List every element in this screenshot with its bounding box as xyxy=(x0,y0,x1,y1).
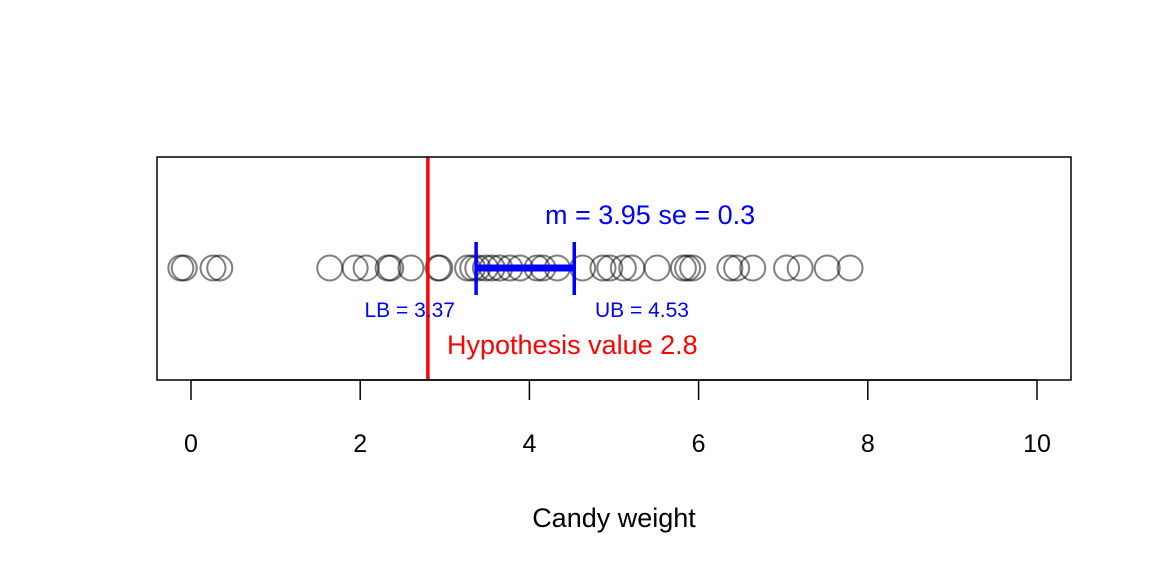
data-point xyxy=(716,254,744,282)
data-point xyxy=(341,254,369,282)
data-point xyxy=(679,254,707,282)
data-point xyxy=(643,254,671,282)
data-point xyxy=(199,254,227,282)
data-point xyxy=(589,254,617,282)
data-point xyxy=(206,254,234,282)
data-point xyxy=(397,254,425,282)
x-tick-label: 10 xyxy=(1023,430,1051,458)
data-point xyxy=(609,254,637,282)
confidence-interval xyxy=(474,242,576,295)
ub-label: UB = 4.53 xyxy=(595,299,689,322)
hypothesis-label: Hypothesis value 2.8 xyxy=(447,330,698,360)
x-axis-label: Candy weight xyxy=(532,503,696,533)
lb-label: LB = 3.37 xyxy=(365,299,456,322)
x-tick-label: 4 xyxy=(522,430,536,458)
data-point xyxy=(426,254,454,282)
data-point xyxy=(786,254,814,282)
data-point xyxy=(170,254,198,282)
x-tick-label: 6 xyxy=(692,430,706,458)
data-point xyxy=(596,254,624,282)
data-point xyxy=(773,254,801,282)
data-point xyxy=(377,254,405,282)
data-point xyxy=(723,254,751,282)
data-point xyxy=(813,254,841,282)
x-tick-label: 2 xyxy=(353,430,367,458)
x-tick-label: 8 xyxy=(861,430,875,458)
data-point xyxy=(739,254,767,282)
x-axis: 0 2 4 6 8 10 xyxy=(184,379,1051,458)
mean-label: m = 3.95 se = 0.3 xyxy=(545,200,755,230)
x-tick-label: 0 xyxy=(184,430,198,458)
data-point xyxy=(316,254,344,282)
data-point xyxy=(836,254,864,282)
